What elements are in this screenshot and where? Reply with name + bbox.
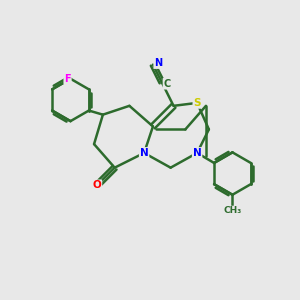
Text: N: N [154, 58, 162, 68]
Text: C: C [164, 79, 171, 89]
Text: N: N [193, 148, 202, 158]
Text: F: F [64, 74, 71, 84]
Text: N: N [140, 148, 148, 158]
Text: S: S [194, 98, 201, 108]
Text: CH₃: CH₃ [223, 206, 242, 215]
Text: O: O [93, 180, 101, 190]
